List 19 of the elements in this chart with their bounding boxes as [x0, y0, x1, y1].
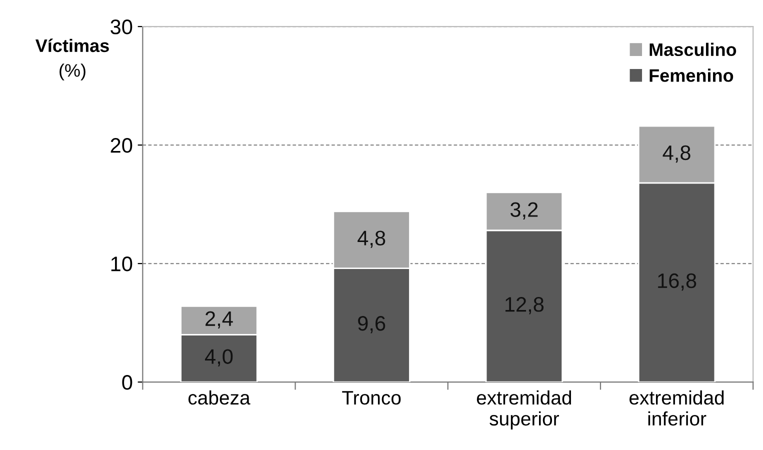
data-label: 4,8 [358, 230, 386, 248]
data-label: 16,8 [658, 273, 696, 291]
x-tick-label: Tronco [342, 391, 401, 405]
data-label: 3,2 [510, 202, 538, 220]
data-label: 2,4 [206, 311, 233, 328]
y-axis-title: Víctimas (%) [35, 38, 109, 80]
y-tick-label: 10 [111, 256, 132, 272]
legend-label: Femenino [650, 68, 734, 82]
legend-label: Masculino [650, 42, 736, 56]
data-label: 4,8 [662, 145, 690, 163]
x-tick-label: extremidad inferior [630, 390, 724, 426]
data-label: 9,6 [358, 316, 386, 334]
x-tick-label: extremidad superior [476, 390, 572, 430]
y-tick-label: 30 [110, 20, 132, 34]
y-tick-label: 20 [110, 138, 132, 153]
data-label: 4,0 [204, 349, 233, 366]
y-tick-label: 0 [122, 375, 132, 390]
x-tick-label: cabeza [188, 390, 250, 405]
data-label: 12,8 [506, 297, 544, 314]
